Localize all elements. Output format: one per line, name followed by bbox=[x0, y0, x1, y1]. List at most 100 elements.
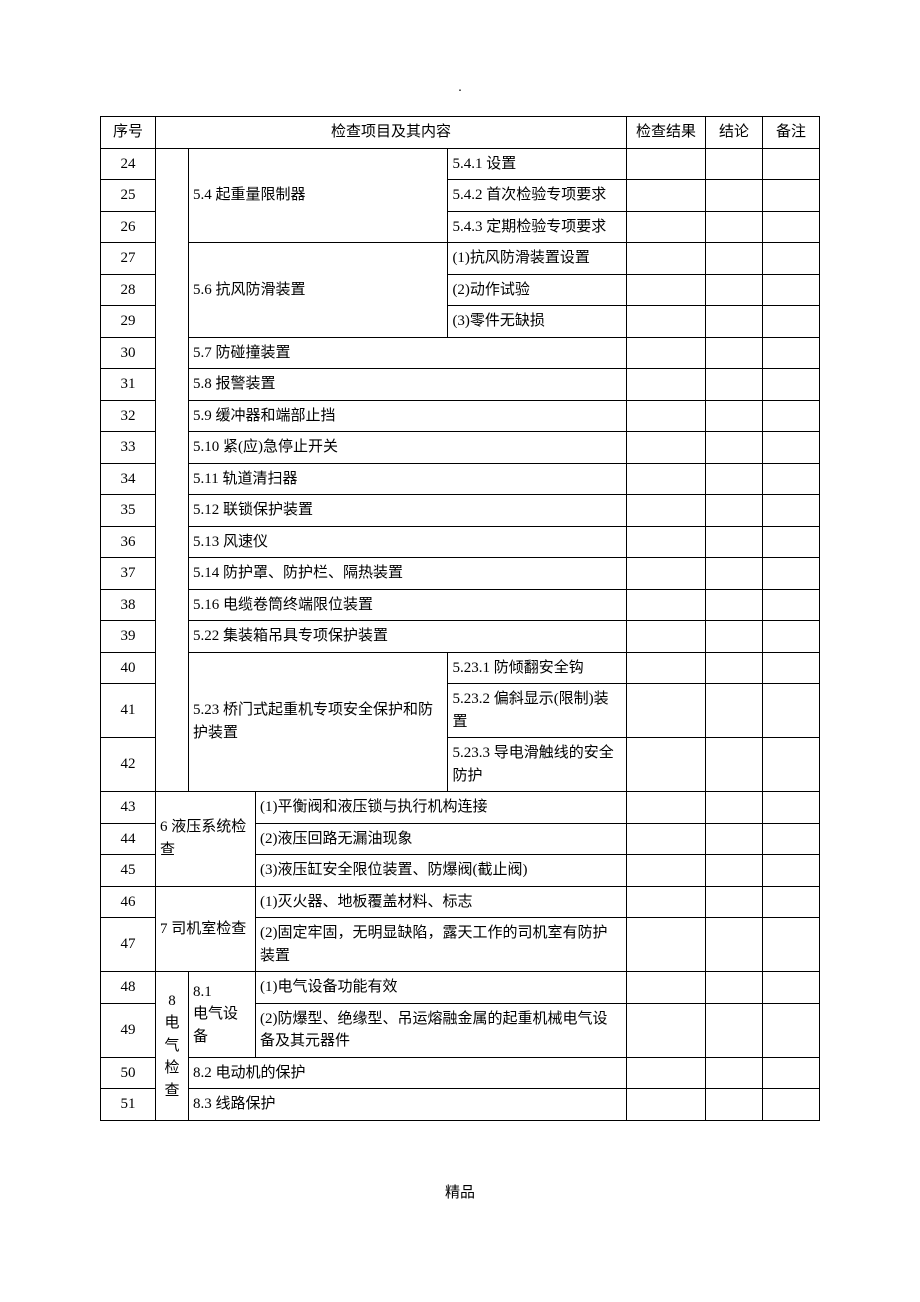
cell-remark bbox=[763, 738, 820, 792]
cell-item: (3)液压缸安全限位装置、防爆阀(截止阀) bbox=[256, 855, 627, 887]
cell-remark bbox=[763, 148, 820, 180]
cell-result bbox=[627, 1003, 706, 1057]
cell-remark bbox=[763, 400, 820, 432]
cell-remark bbox=[763, 495, 820, 527]
cell-seq: 48 bbox=[101, 972, 156, 1004]
cell-item: 5.12 联锁保护装置 bbox=[189, 495, 627, 527]
cell-conclusion bbox=[706, 337, 763, 369]
cell-remark bbox=[763, 243, 820, 275]
cell-conclusion bbox=[706, 211, 763, 243]
cell-result bbox=[627, 1089, 706, 1121]
cell-item: 5.13 风速仪 bbox=[189, 526, 627, 558]
cell-seq: 42 bbox=[101, 738, 156, 792]
cell-item: 5.10 紧(应)急停止开关 bbox=[189, 432, 627, 464]
cell-conclusion bbox=[706, 243, 763, 275]
cell-remark bbox=[763, 1089, 820, 1121]
cell-result bbox=[627, 558, 706, 590]
cell-item: 5.23.2 偏斜显示(限制)装置 bbox=[448, 684, 627, 738]
cell-result bbox=[627, 337, 706, 369]
cell-item: 5.9 缓冲器和端部止挡 bbox=[189, 400, 627, 432]
cell-seq: 51 bbox=[101, 1089, 156, 1121]
cell-conclusion bbox=[706, 306, 763, 338]
table-row: 39 5.22 集装箱吊具专项保护装置 bbox=[101, 621, 820, 653]
cell-conclusion bbox=[706, 855, 763, 887]
cell-result bbox=[627, 738, 706, 792]
cell-seq: 39 bbox=[101, 621, 156, 653]
cell-conclusion bbox=[706, 886, 763, 918]
cell-remark bbox=[763, 621, 820, 653]
cell-conclusion bbox=[706, 274, 763, 306]
cell-result bbox=[627, 684, 706, 738]
cell-category: 8 电气检查 bbox=[156, 972, 189, 1121]
table-row: 37 5.14 防护罩、防护栏、隔热装置 bbox=[101, 558, 820, 590]
cell-conclusion bbox=[706, 369, 763, 401]
cell-seq: 38 bbox=[101, 589, 156, 621]
table-row: 33 5.10 紧(应)急停止开关 bbox=[101, 432, 820, 464]
cell-seq: 47 bbox=[101, 918, 156, 972]
cell-remark bbox=[763, 589, 820, 621]
cell-item: 5.16 电缆卷筒终端限位装置 bbox=[189, 589, 627, 621]
cell-conclusion bbox=[706, 684, 763, 738]
header-content: 检查项目及其内容 bbox=[156, 117, 627, 149]
cell-item: (2)防爆型、绝缘型、吊运熔融金属的起重机械电气设备及其元器件 bbox=[256, 1003, 627, 1057]
cell-remark bbox=[763, 918, 820, 972]
cell-seq: 33 bbox=[101, 432, 156, 464]
cell-item: 5.14 防护罩、防护栏、隔热装置 bbox=[189, 558, 627, 590]
cell-seq: 35 bbox=[101, 495, 156, 527]
inspection-table: 序号 检查项目及其内容 检查结果 结论 备注 24 5.4 起重量限制器 5.4… bbox=[100, 116, 820, 1121]
header-conclusion: 结论 bbox=[706, 117, 763, 149]
cell-item: 5.23.3 导电滑触线的安全防护 bbox=[448, 738, 627, 792]
cell-seq: 31 bbox=[101, 369, 156, 401]
cell-remark bbox=[763, 886, 820, 918]
cell-result bbox=[627, 526, 706, 558]
cell-result bbox=[627, 400, 706, 432]
cell-item: 8.3 线路保护 bbox=[189, 1089, 627, 1121]
table-row: 51 8.3 线路保护 bbox=[101, 1089, 820, 1121]
table-header-row: 序号 检查项目及其内容 检查结果 结论 备注 bbox=[101, 117, 820, 149]
table-row: 38 5.16 电缆卷筒终端限位装置 bbox=[101, 589, 820, 621]
table-row: 43 6 液压系统检查 (1)平衡阀和液压锁与执行机构连接 bbox=[101, 792, 820, 824]
cell-seq: 30 bbox=[101, 337, 156, 369]
cell-item: (3)零件无缺损 bbox=[448, 306, 627, 338]
cell-conclusion bbox=[706, 972, 763, 1004]
cell-seq: 49 bbox=[101, 1003, 156, 1057]
cell-subcat: 5.4 起重量限制器 bbox=[189, 148, 448, 243]
cell-seq: 36 bbox=[101, 526, 156, 558]
cell-category: 7 司机室检查 bbox=[156, 886, 256, 972]
table-row: 35 5.12 联锁保护装置 bbox=[101, 495, 820, 527]
cell-remark bbox=[763, 1057, 820, 1089]
cell-item: (2)固定牢固，无明显缺陷，露天工作的司机室有防护装置 bbox=[256, 918, 627, 972]
cell-item: 5.8 报警装置 bbox=[189, 369, 627, 401]
cell-subcat: 5.6 抗风防滑装置 bbox=[189, 243, 448, 338]
cell-item: (1)抗风防滑装置设置 bbox=[448, 243, 627, 275]
cell-remark bbox=[763, 463, 820, 495]
cell-remark bbox=[763, 211, 820, 243]
cell-result bbox=[627, 243, 706, 275]
cell-conclusion bbox=[706, 1089, 763, 1121]
cell-item: (2)动作试验 bbox=[448, 274, 627, 306]
cell-result bbox=[627, 972, 706, 1004]
cell-remark bbox=[763, 274, 820, 306]
cell-remark bbox=[763, 823, 820, 855]
table-row: 36 5.13 风速仪 bbox=[101, 526, 820, 558]
table-row: 32 5.9 缓冲器和端部止挡 bbox=[101, 400, 820, 432]
cell-conclusion bbox=[706, 1003, 763, 1057]
cell-seq: 43 bbox=[101, 792, 156, 824]
table-row: 27 5.6 抗风防滑装置 (1)抗风防滑装置设置 bbox=[101, 243, 820, 275]
cell-result bbox=[627, 211, 706, 243]
cell-seq: 26 bbox=[101, 211, 156, 243]
cell-result bbox=[627, 148, 706, 180]
cell-seq: 50 bbox=[101, 1057, 156, 1089]
cell-item: 5.4.2 首次检验专项要求 bbox=[448, 180, 627, 212]
table-row: 30 5.7 防碰撞装置 bbox=[101, 337, 820, 369]
cell-item: 5.4.3 定期检验专项要求 bbox=[448, 211, 627, 243]
cell-item: 5.23.1 防倾翻安全钩 bbox=[448, 652, 627, 684]
cell-remark bbox=[763, 1003, 820, 1057]
cell-result bbox=[627, 432, 706, 464]
cell-seq: 25 bbox=[101, 180, 156, 212]
cell-result bbox=[627, 792, 706, 824]
cell-item: 5.11 轨道清扫器 bbox=[189, 463, 627, 495]
header-seq: 序号 bbox=[101, 117, 156, 149]
table-row: 24 5.4 起重量限制器 5.4.1 设置 bbox=[101, 148, 820, 180]
cell-result bbox=[627, 274, 706, 306]
